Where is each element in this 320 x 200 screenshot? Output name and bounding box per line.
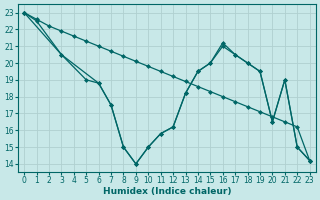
- X-axis label: Humidex (Indice chaleur): Humidex (Indice chaleur): [103, 187, 231, 196]
